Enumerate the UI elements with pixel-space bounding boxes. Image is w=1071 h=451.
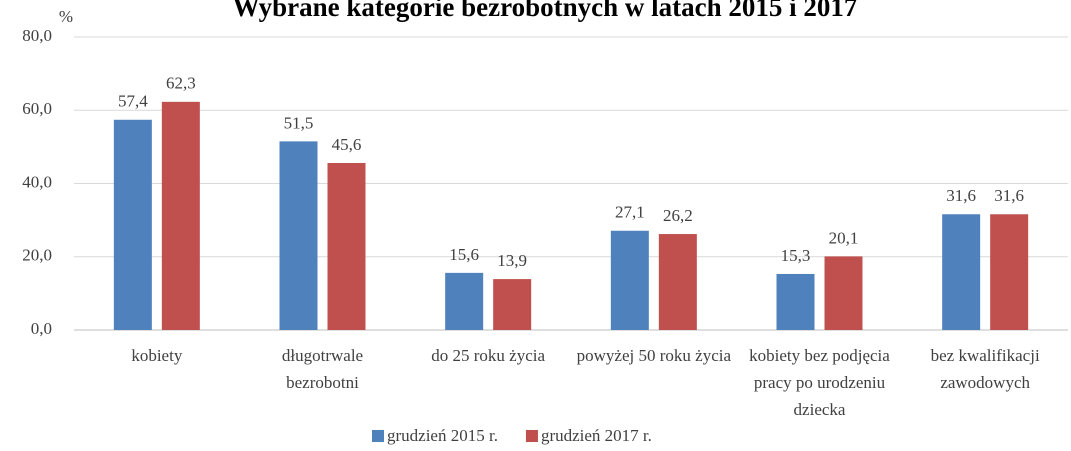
x-tick-line: bezrobotni — [286, 373, 359, 392]
value-label: 26,2 — [663, 206, 693, 225]
x-tick-line: kobiety bez podjęcia — [749, 346, 890, 365]
x-tick-line: bez kwalifikacji — [931, 346, 1040, 365]
x-tick-label: do 25 roku życia — [431, 346, 545, 365]
chart-title: Wybrane kategorie bezrobotnych w latach … — [233, 0, 858, 22]
x-tick-line: do 25 roku życia — [431, 346, 545, 365]
legend-swatch — [525, 430, 538, 442]
legend-label: grudzień 2015 r. — [387, 426, 498, 445]
x-tick-line: powyżej 50 roku życia — [577, 346, 732, 365]
legend-swatch — [372, 430, 384, 442]
bar — [776, 273, 815, 330]
bar — [493, 279, 532, 330]
x-tick-line: zawodowych — [940, 373, 1030, 392]
bar — [610, 230, 649, 330]
y-tick-label: 20,0 — [22, 246, 52, 265]
bar — [942, 214, 981, 330]
value-label: 31,6 — [946, 186, 976, 205]
y-tick-label: 80,0 — [22, 26, 52, 45]
x-tick-label: powyżej 50 roku życia — [577, 346, 732, 365]
bar — [658, 234, 697, 330]
x-tick-label: długotrwale bezrobotni — [282, 346, 363, 392]
value-label: 15,6 — [449, 245, 479, 264]
y-tick-label: 0,0 — [31, 319, 52, 338]
bar — [990, 214, 1029, 330]
value-label: 13,9 — [497, 251, 527, 270]
x-tick-line: pracy po urodzeniu — [754, 373, 886, 392]
value-label: 62,3 — [166, 74, 196, 93]
bar — [327, 162, 366, 330]
value-label: 15,3 — [781, 246, 811, 265]
bar — [113, 119, 152, 331]
x-tick-label: kobiety — [131, 346, 182, 365]
value-label: 57,4 — [118, 92, 148, 111]
bar — [445, 272, 484, 330]
x-tick-label: bez kwalifikacji zawodowych — [931, 346, 1040, 392]
y-axis-label: % — [59, 7, 73, 26]
x-tick-label: kobiety bez podjęcia pracy po urodzeniu dz… — [749, 346, 890, 419]
x-tick-line: kobiety — [131, 346, 182, 365]
bar — [824, 256, 863, 330]
bar — [161, 101, 200, 330]
value-label: 20,1 — [829, 228, 859, 247]
x-tick-line: dziecka — [794, 400, 846, 419]
legend-label: grudzień 2017 r. — [541, 426, 652, 445]
x-tick-line: długotrwale — [282, 346, 363, 365]
y-tick-label: 40,0 — [22, 172, 52, 191]
bar — [279, 141, 318, 330]
value-label: 51,5 — [284, 113, 314, 132]
y-tick-label: 60,0 — [22, 99, 52, 118]
value-label: 31,6 — [994, 186, 1024, 205]
value-label: 27,1 — [615, 203, 645, 222]
value-label: 45,6 — [332, 135, 362, 154]
